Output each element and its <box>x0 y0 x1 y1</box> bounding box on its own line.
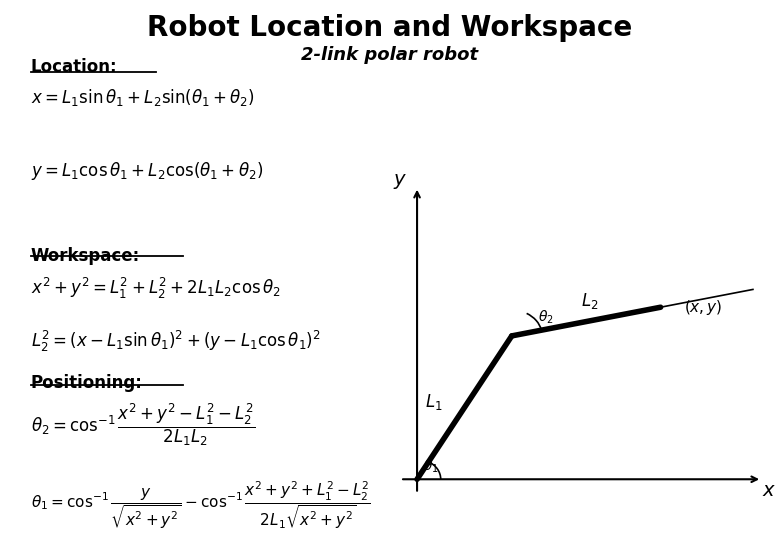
Text: $L_1$: $L_1$ <box>425 392 443 412</box>
Text: 2-link polar robot: 2-link polar robot <box>301 46 479 64</box>
Text: $x$: $x$ <box>762 481 776 500</box>
Text: Robot Location and Workspace: Robot Location and Workspace <box>147 14 633 42</box>
Text: Workspace:: Workspace: <box>31 247 140 265</box>
Text: $L_2$: $L_2$ <box>581 292 598 312</box>
Text: Location:: Location: <box>31 58 118 76</box>
Text: $x^2 + y^2 = L_1^2 + L_2^2 + 2L_1 L_2 \cos\theta_2$: $x^2 + y^2 = L_1^2 + L_2^2 + 2L_1 L_2 \c… <box>31 276 281 301</box>
Text: $\theta_1 = \cos^{-1}\dfrac{y}{\sqrt{x^2+y^2}} - \cos^{-1}\dfrac{x^2+y^2+L_1^2-L: $\theta_1 = \cos^{-1}\dfrac{y}{\sqrt{x^2… <box>31 480 371 531</box>
Text: $y$: $y$ <box>393 172 407 191</box>
Text: $\theta_2 = \cos^{-1}\dfrac{x^2 + y^2 - L_1^2 - L_2^2}{2L_1 L_2}$: $\theta_2 = \cos^{-1}\dfrac{x^2 + y^2 - … <box>31 402 255 448</box>
Text: $x = L_1 \sin\theta_1 + L_2 \sin(\theta_1 + \theta_2)$: $x = L_1 \sin\theta_1 + L_2 \sin(\theta_… <box>31 87 255 108</box>
Text: Positioning:: Positioning: <box>31 374 143 392</box>
Text: $L_2^2 = (x - L_1 \sin\theta_1)^2 + (y - L_1 \cos\theta_1)^2$: $L_2^2 = (x - L_1 \sin\theta_1)^2 + (y -… <box>31 329 321 354</box>
Text: $\theta_1$: $\theta_1$ <box>423 458 438 475</box>
Text: $(x, y)$: $(x, y)$ <box>684 298 722 317</box>
Text: $\theta_2$: $\theta_2$ <box>537 308 554 326</box>
Text: $y = L_1 \cos\theta_1 + L_2 \cos(\theta_1 + \theta_2)$: $y = L_1 \cos\theta_1 + L_2 \cos(\theta_… <box>31 160 263 182</box>
